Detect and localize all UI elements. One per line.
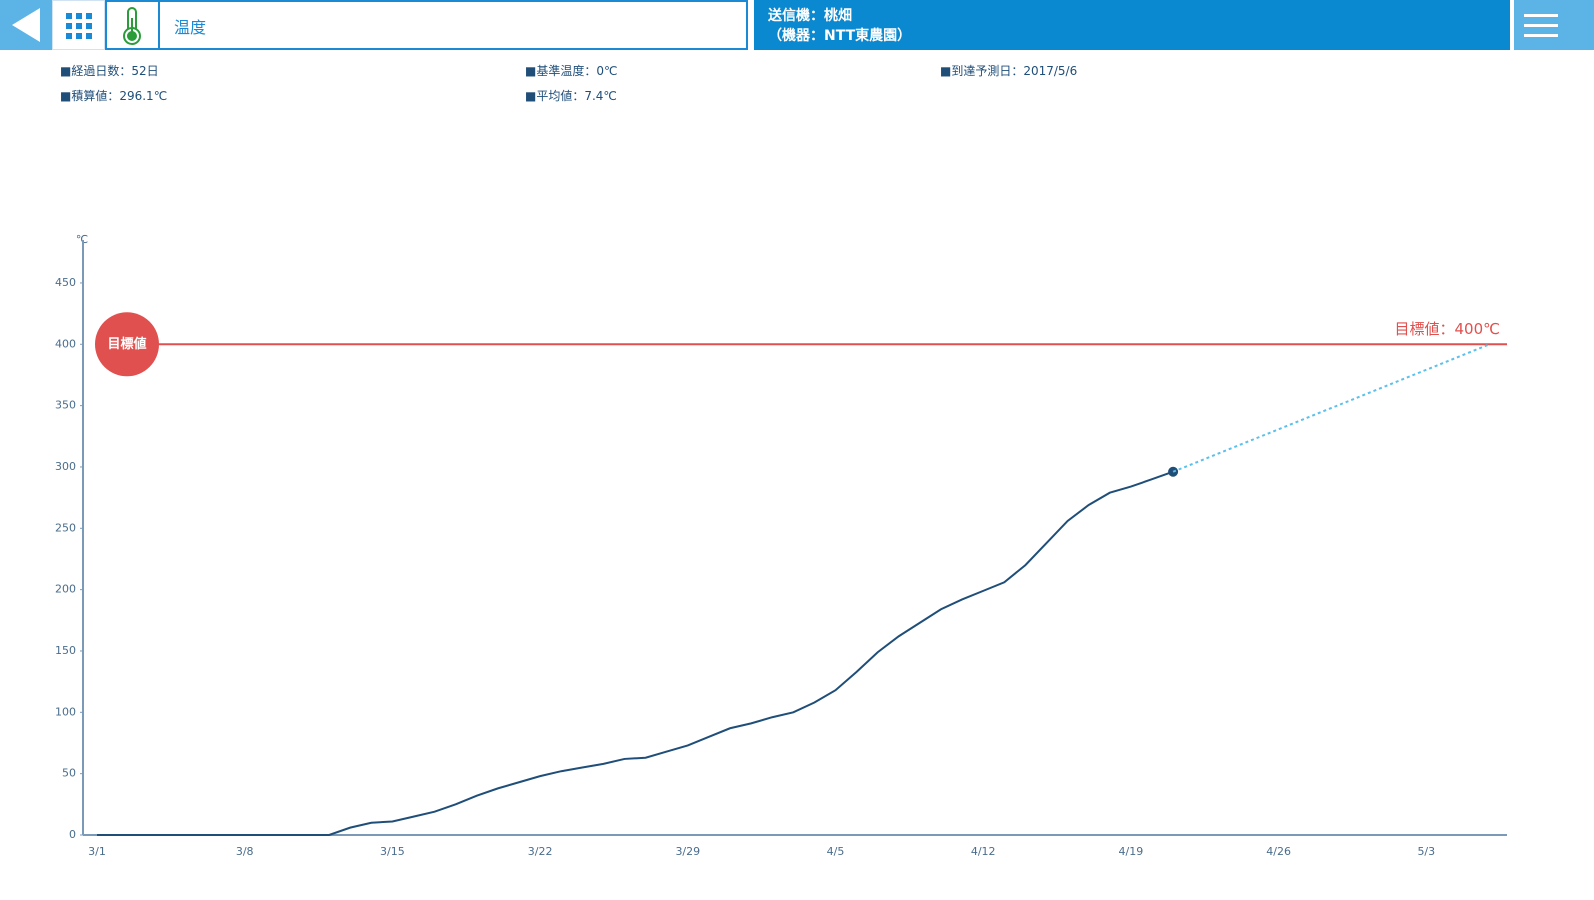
y-tick-label: 450 bbox=[55, 276, 76, 289]
stat: ■経過日数：52日 bbox=[60, 64, 159, 78]
y-tick-label: 400 bbox=[55, 337, 76, 350]
back-icon bbox=[12, 8, 40, 42]
x-tick-label: 3/15 bbox=[380, 845, 405, 858]
y-tick-label: 350 bbox=[55, 399, 76, 412]
stat: ■積算値：296.1℃ bbox=[60, 89, 168, 103]
x-tick-label: 4/19 bbox=[1119, 845, 1144, 858]
y-tick-label: 150 bbox=[55, 644, 76, 657]
y-tick-label: 50 bbox=[62, 767, 76, 780]
projection-line bbox=[1172, 343, 1490, 473]
x-tick-label: 5/3 bbox=[1417, 845, 1435, 858]
menu-button[interactable] bbox=[1514, 0, 1594, 50]
device-panel: 送信機：桃畑 （機器：NTT東農園） bbox=[754, 0, 1510, 50]
x-tick-label: 3/22 bbox=[528, 845, 553, 858]
target-label: 目標値：400℃ bbox=[1395, 320, 1500, 338]
y-tick-label: 200 bbox=[55, 583, 76, 596]
x-tick-label: 4/26 bbox=[1266, 845, 1291, 858]
y-tick-label: 100 bbox=[55, 705, 76, 718]
target-badge bbox=[95, 312, 159, 377]
x-tick-label: 4/12 bbox=[971, 845, 996, 858]
device-line: 送信機：桃畑 bbox=[768, 8, 852, 24]
y-unit: ℃ bbox=[76, 233, 88, 246]
thermometer-icon bbox=[123, 7, 141, 45]
x-tick-label: 3/8 bbox=[236, 845, 254, 858]
apps-icon bbox=[66, 13, 92, 39]
device-line: （機器：NTT東農園） bbox=[768, 28, 912, 44]
target-badge-label: 目標値 bbox=[107, 336, 146, 352]
x-tick-label: 4/5 bbox=[827, 845, 845, 858]
apps-button[interactable] bbox=[52, 0, 105, 50]
back-button[interactable] bbox=[0, 0, 52, 50]
stat: ■平均値：7.4℃ bbox=[525, 89, 617, 103]
menu-icon bbox=[1524, 14, 1558, 37]
y-tick-label: 300 bbox=[55, 460, 76, 473]
chart: ℃ 0 50 100 150 200 250 300 350 400 450 3/1 3/8 3/15 3… bbox=[55, 233, 1507, 858]
y-tick-label: 250 bbox=[55, 521, 76, 534]
thermometer-icon-box bbox=[105, 0, 158, 50]
stat: ■到達予測日：2017/5/6 bbox=[940, 64, 1078, 78]
x-tick-label: 3/29 bbox=[675, 845, 700, 858]
data-line bbox=[97, 470, 1174, 836]
x-tick-label: 3/1 bbox=[88, 845, 106, 858]
stat: ■基準温度：0℃ bbox=[525, 64, 618, 78]
sensor-title: 温度 bbox=[158, 0, 748, 50]
y-tick-label: 0 bbox=[69, 828, 76, 841]
